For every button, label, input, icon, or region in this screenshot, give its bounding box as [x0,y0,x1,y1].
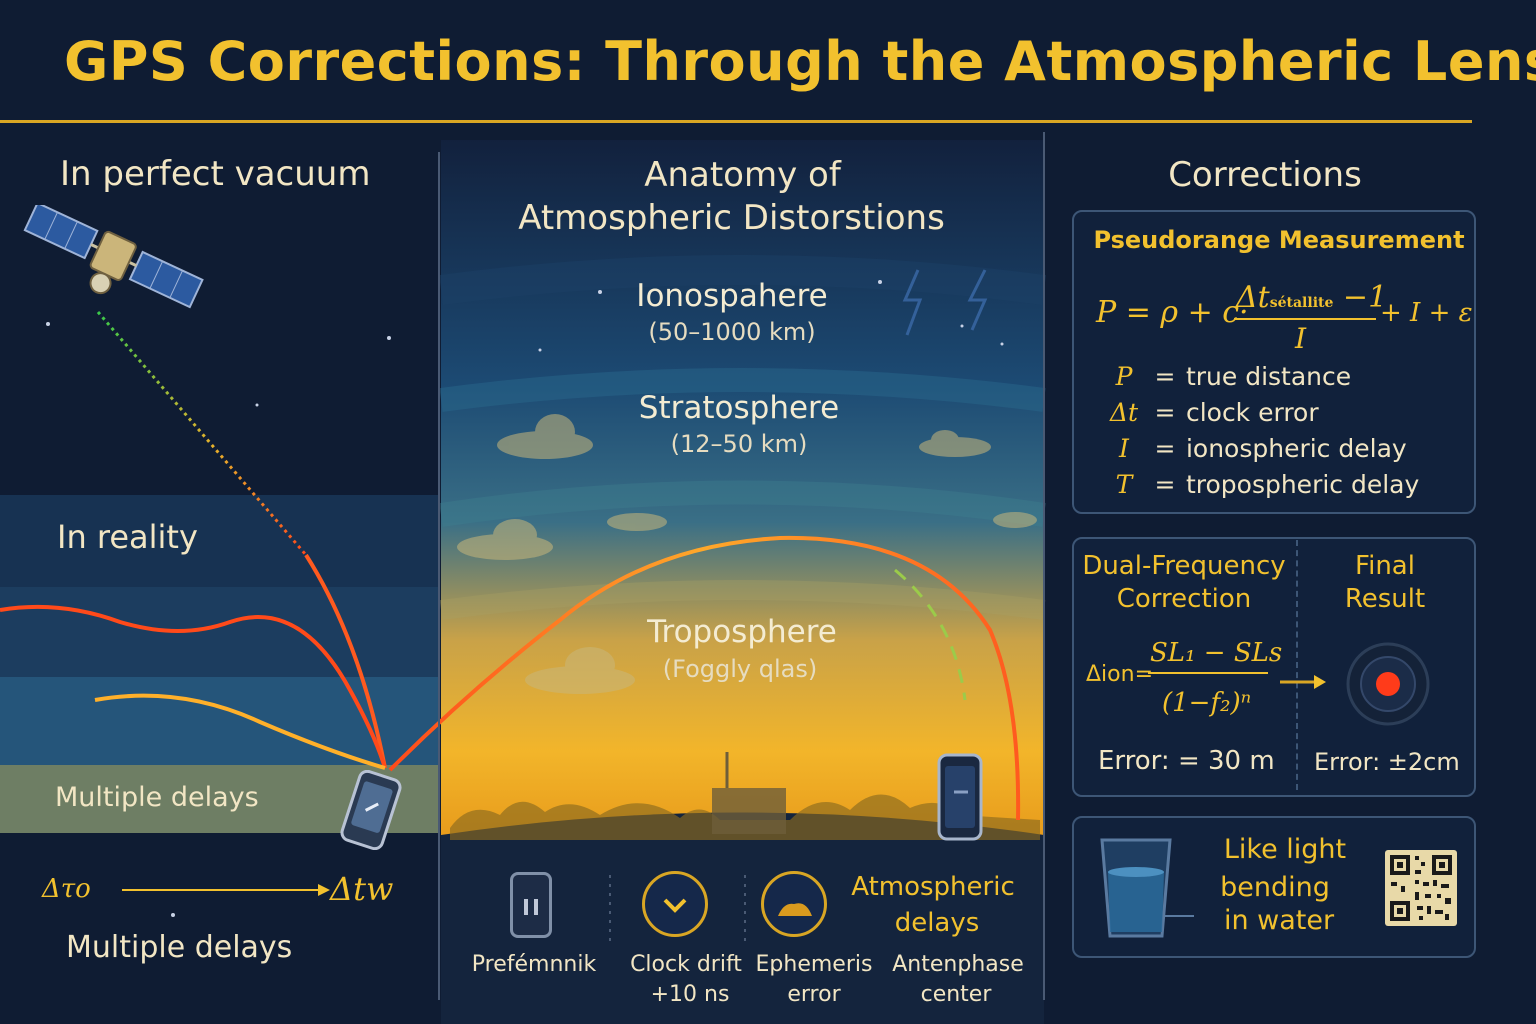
final-result-title-line2: Result [1344,584,1426,614]
source-label-ephemeris: Ephemeris [755,952,873,977]
dual-frequency-formula-left: Δion= [1086,662,1153,687]
legend-text: true distance [1185,362,1352,391]
source-label-antenna: Antenphase [892,952,1024,977]
time-start-label: Δτο [42,874,91,904]
analogy-line1: Like light [1223,834,1347,865]
analogy-line2: bending [1220,872,1330,903]
layer-name-troposphere: Troposphere [647,614,837,650]
divider-left [438,152,440,1000]
pseudorange-num-sub: sétallite [1269,295,1334,311]
analogy-line3: in water [1223,905,1335,936]
pseudorange-formula-right: + I + ε [1380,298,1473,328]
arrow-right-icon [1280,675,1326,689]
water-glass-icon [1100,838,1194,938]
dual-frequency-title-line1: Dual-Frequency [1082,551,1286,581]
layer-name-ionosphere: Ionospahere [636,278,828,314]
reality-heading: In reality [57,518,198,556]
legend-row-t: T = tropospheric delay [1096,470,1420,499]
target-icon [1346,642,1430,726]
pseudorange-box [1072,210,1476,514]
source-label-antenna-sub: center [920,982,992,1007]
legend-equals: = [1154,362,1176,391]
clock-drift-icon [642,871,708,937]
title-underline [0,120,1472,123]
legend-equals: = [1154,434,1176,463]
pseudorange-num-tail: −1 [1333,280,1388,315]
legend-equals: = [1154,470,1176,499]
source-label-receiver: Prefémnnik [471,952,597,977]
pseudorange-num-delta: Δt [1236,280,1270,315]
atmospheric-delays-line1: Atmospheric [851,872,1015,902]
legend-symbol: T [1115,470,1133,499]
layer-range-troposphere: (Foggly qlas) [662,655,818,683]
satellite-icon [23,205,204,309]
legend-row-p: P = true distance [1096,362,1352,391]
legend-text: tropospheric delay [1185,470,1420,499]
divider-right [1043,132,1045,1000]
final-result-error: Error: ±2cm [1314,748,1460,776]
layer-name-stratosphere: Stratosphere [638,390,840,426]
time-end-label: Δtw [330,870,394,908]
ground-receiver-icon [937,753,983,841]
legend-text: clock error [1185,398,1319,427]
dual-frequency-formula-numerator: SL₁ − SLs [1150,638,1283,668]
middle-heading-line1: Anatomy of [644,155,841,195]
layer-range-stratosphere: (12–50 km) [670,430,808,458]
legend-symbol: Δt [1109,398,1139,427]
pseudorange-title: Pseudorange Measurement [1093,226,1465,254]
dual-frequency-formula-denominator: (1−f₂)ⁿ [1162,688,1252,718]
final-result-title-line1: Final [1355,551,1415,581]
dual-frequency-error: Error: = 30 m [1098,746,1275,776]
source-label-ephemeris-sub: error [787,982,841,1007]
left-footer-label: Multiple delays [66,930,293,965]
source-label-clock-sub: +10 ns [650,982,730,1007]
source-label-clock: Clock drift [630,952,742,977]
legend-symbol: P [1115,362,1133,391]
phone-receiver-icon [340,770,402,850]
pseudorange-fraction-bar [1234,318,1376,320]
legend-symbol: I [1119,434,1129,463]
pseudorange-formula-numerator: Δtsétallite −1 [1236,280,1387,315]
legend-row-dt: Δt = clock error [1096,398,1319,427]
receiver-icon [510,872,552,938]
legend-equals: = [1154,398,1176,427]
dual-frequency-title-line2: Correction [1116,584,1252,614]
pseudorange-formula-denominator: I [1295,322,1307,355]
corrections-heading: Corrections [1168,155,1362,195]
atmospheric-delays-line2: delays [894,908,980,938]
ephemeris-icon [761,871,827,937]
box-divider [1296,540,1298,790]
vacuum-heading: In perfect vacuum [60,154,371,194]
middle-heading-line2: Atmospheric Distorstions [518,198,945,238]
legend-row-i: I = ionospheric delay [1096,434,1407,463]
layer-range-ionosphere: (50–1000 km) [648,318,816,346]
dual-frequency-fraction-bar [1148,672,1268,674]
qr-code-icon [1385,850,1457,926]
pseudorange-formula-left: P = ρ + c· [1096,295,1249,330]
legend-text: ionospheric delay [1185,434,1407,463]
final-result-error-text: Error: ±2cm [1314,748,1460,776]
band-label: Multiple delays [55,782,259,813]
page-title: GPS Corrections: Through the Atmospheric… [64,30,1536,93]
